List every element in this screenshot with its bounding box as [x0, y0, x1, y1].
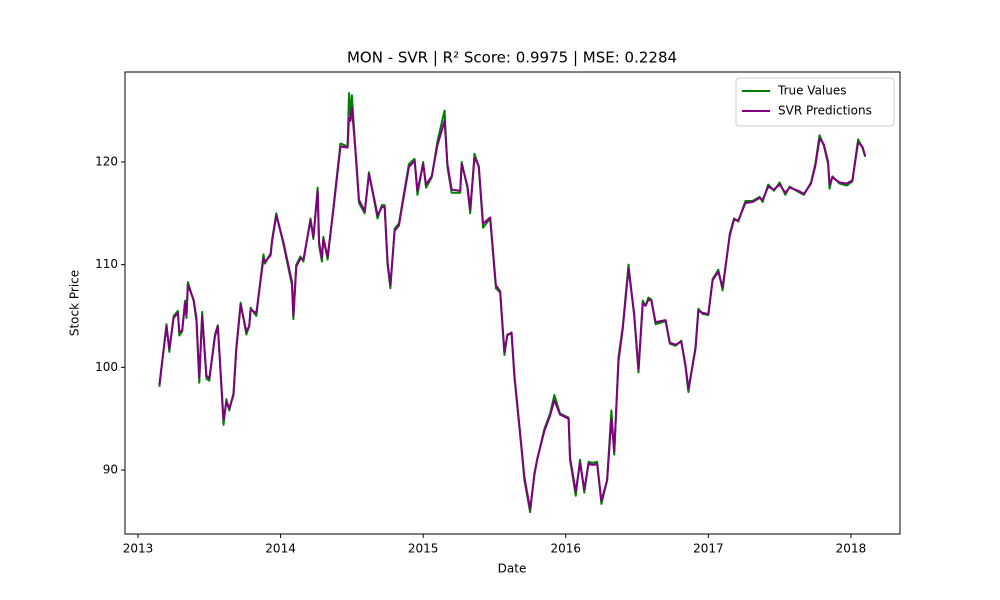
x-tick-label: 2018: [836, 542, 867, 556]
x-tick-label: 2014: [265, 542, 296, 556]
y-axis-label: Stock Price: [68, 270, 82, 336]
y-tick-label: 120: [95, 154, 118, 168]
x-tick-label: 2015: [408, 542, 439, 556]
y-tick-label: 100: [95, 360, 118, 374]
legend-label: True Values: [777, 84, 847, 98]
legend-label: SVR Predictions: [778, 104, 872, 118]
x-tick-label: 2017: [693, 542, 724, 556]
x-axis-label: Date: [498, 562, 527, 576]
chart-title: MON - SVR | R² Score: 0.9975 | MSE: 0.22…: [347, 49, 677, 67]
legend-box: [735, 77, 895, 127]
x-tick-label: 2016: [550, 542, 581, 556]
y-tick-label: 90: [103, 463, 118, 477]
x-tick-label: 2013: [123, 542, 154, 556]
y-tick-label: 110: [95, 257, 118, 271]
series-line: [158, 106, 867, 511]
plot-frame: [124, 71, 901, 535]
